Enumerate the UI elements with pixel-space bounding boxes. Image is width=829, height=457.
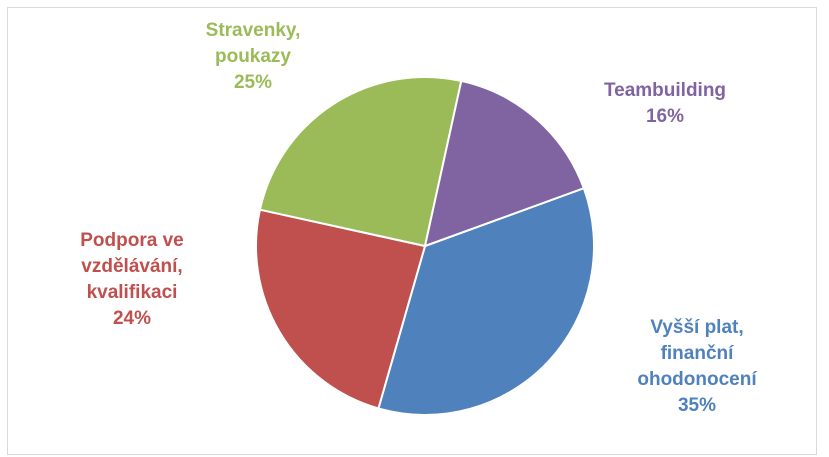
data-label-name: kvalifikaci: [87, 282, 178, 303]
pie-slice-2: [258, 76, 463, 247]
data-label-percent: 24%: [113, 308, 151, 329]
data-label-name: poukazy: [215, 46, 291, 67]
data-label-name: finanční: [661, 343, 735, 364]
data-label-name: ohodonocení: [637, 369, 757, 390]
data-label-1: Podpora ve vzdělávání, kvalifikaci 24%: [80, 230, 183, 329]
data-label-2: Stravenky, poukazy 25%: [206, 20, 301, 93]
data-label-name: Vyšší plat,: [650, 317, 743, 338]
pie-data-labels: Vyšší plat, finanční ohodonocení 35% Podpora…: [80, 20, 757, 416]
data-label-name: vzdělávání,: [81, 256, 182, 277]
data-label-percent: 16%: [646, 106, 684, 127]
pie-slice-0: [377, 187, 595, 416]
data-label-name: Podpora ve: [80, 230, 183, 251]
data-label-name: Teambuilding: [604, 80, 726, 101]
pie-slice-3: [424, 79, 585, 247]
data-label-0: Vyšší plat, finanční ohodonocení 35%: [637, 317, 757, 416]
pie-slices: [255, 76, 595, 416]
data-label-percent: 25%: [234, 72, 272, 93]
data-label-name: Stravenky,: [206, 20, 301, 41]
data-label-3: Teambuilding 16%: [604, 80, 726, 127]
pie-slice-1: [255, 208, 426, 410]
data-label-percent: 35%: [678, 395, 716, 416]
